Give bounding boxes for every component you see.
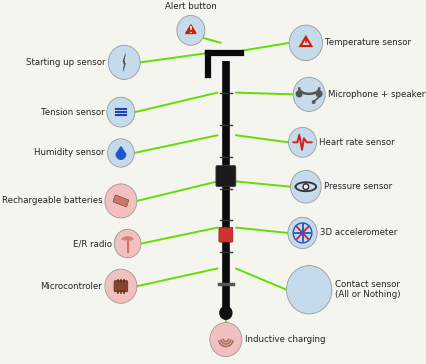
Circle shape bbox=[302, 184, 308, 190]
Circle shape bbox=[293, 77, 325, 111]
Circle shape bbox=[316, 91, 321, 97]
Circle shape bbox=[210, 323, 241, 357]
Text: Rechargeable batteries: Rechargeable batteries bbox=[2, 197, 102, 205]
Circle shape bbox=[304, 185, 306, 188]
Polygon shape bbox=[123, 54, 125, 71]
Circle shape bbox=[288, 127, 316, 157]
Circle shape bbox=[107, 139, 134, 167]
Circle shape bbox=[287, 217, 317, 249]
Text: Alert button: Alert button bbox=[164, 2, 216, 11]
Text: Pressure sensor: Pressure sensor bbox=[323, 182, 391, 191]
Circle shape bbox=[108, 46, 140, 79]
Text: !: ! bbox=[188, 26, 193, 35]
Text: 3D accelerometer: 3D accelerometer bbox=[319, 229, 396, 237]
Circle shape bbox=[106, 97, 135, 127]
Circle shape bbox=[105, 269, 137, 303]
Text: Heart rate sensor: Heart rate sensor bbox=[318, 138, 394, 147]
Circle shape bbox=[312, 101, 314, 103]
Circle shape bbox=[114, 229, 141, 258]
FancyBboxPatch shape bbox=[114, 281, 127, 292]
Text: Inductive charging: Inductive charging bbox=[244, 335, 324, 344]
Circle shape bbox=[105, 184, 137, 218]
Text: Temperature sensor: Temperature sensor bbox=[325, 38, 410, 47]
Text: Contact sensor
(All or Nothing): Contact sensor (All or Nothing) bbox=[334, 280, 399, 300]
FancyBboxPatch shape bbox=[216, 165, 235, 187]
Text: Microphone + speaker: Microphone + speaker bbox=[327, 90, 424, 99]
Text: Starting up sensor: Starting up sensor bbox=[26, 58, 105, 67]
Circle shape bbox=[219, 306, 231, 319]
Polygon shape bbox=[116, 147, 125, 159]
Text: Microcontroler: Microcontroler bbox=[40, 282, 102, 291]
Circle shape bbox=[296, 91, 301, 97]
Text: Tension sensor: Tension sensor bbox=[40, 108, 104, 116]
Text: Humidity sensor: Humidity sensor bbox=[35, 149, 105, 158]
Polygon shape bbox=[185, 25, 196, 33]
FancyBboxPatch shape bbox=[219, 227, 232, 242]
Text: !: ! bbox=[303, 39, 307, 48]
FancyBboxPatch shape bbox=[113, 195, 128, 207]
Text: E/R radio: E/R radio bbox=[72, 239, 111, 248]
Circle shape bbox=[176, 16, 204, 46]
Circle shape bbox=[290, 170, 320, 203]
Circle shape bbox=[286, 266, 331, 314]
Circle shape bbox=[288, 25, 322, 60]
